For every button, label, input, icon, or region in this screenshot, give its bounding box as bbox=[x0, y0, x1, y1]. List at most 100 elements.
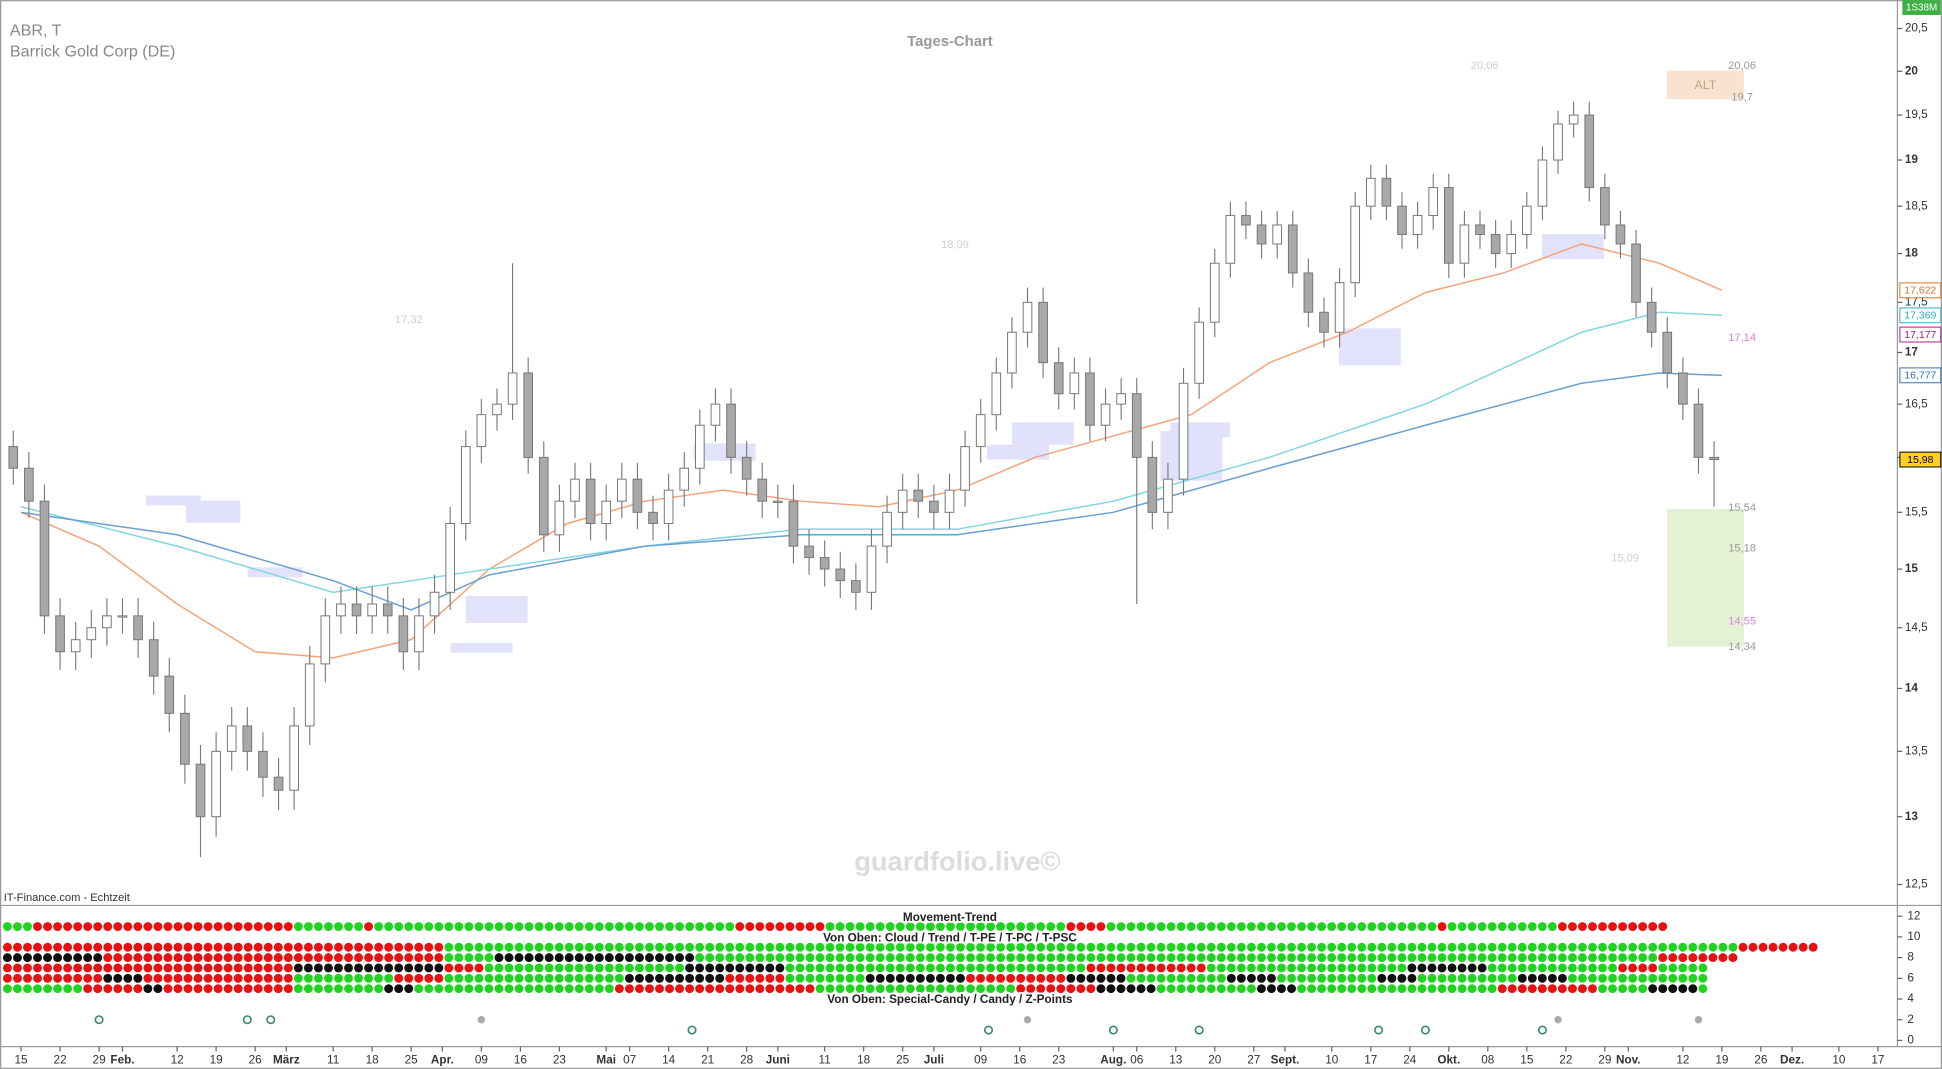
state-dot bbox=[73, 973, 83, 983]
state-dot bbox=[1086, 984, 1096, 994]
price-label: 17,369 bbox=[1904, 310, 1936, 322]
state-dot bbox=[494, 973, 504, 983]
state-dot bbox=[1267, 953, 1276, 963]
state-dot bbox=[2, 963, 12, 973]
state-dot bbox=[1307, 973, 1317, 983]
x-tick-label: März bbox=[273, 1053, 300, 1066]
state-dot bbox=[1026, 973, 1036, 983]
state-dot bbox=[484, 942, 494, 952]
state-dot bbox=[474, 984, 484, 994]
state-dot bbox=[544, 984, 554, 994]
candle-body bbox=[70, 639, 81, 653]
state-dot bbox=[504, 953, 514, 963]
state-dot bbox=[1176, 984, 1186, 994]
state-dot bbox=[1256, 922, 1266, 932]
state-dot bbox=[855, 942, 865, 952]
candle-body bbox=[195, 763, 206, 818]
state-dot bbox=[1256, 942, 1266, 952]
state-dot bbox=[293, 984, 303, 994]
state-dot bbox=[655, 963, 664, 973]
state-dot bbox=[695, 963, 705, 973]
candle-body bbox=[1537, 159, 1548, 207]
state-dot bbox=[956, 922, 965, 932]
candle-body bbox=[1350, 205, 1361, 284]
state-dot bbox=[865, 942, 875, 952]
state-dot bbox=[845, 922, 855, 932]
candle-body bbox=[632, 478, 643, 513]
x-tick-label: 12 bbox=[1676, 1053, 1689, 1066]
state-dot bbox=[374, 922, 384, 932]
indicator-y-tick-label: 12 bbox=[1907, 909, 1920, 922]
state-dot bbox=[203, 942, 213, 952]
state-dot bbox=[444, 953, 454, 963]
state-dot bbox=[675, 973, 685, 983]
state-dot bbox=[1738, 942, 1748, 952]
state-dot bbox=[1226, 973, 1236, 983]
state-dot bbox=[1176, 973, 1186, 983]
state-dot bbox=[1136, 922, 1146, 932]
candle-body bbox=[1272, 224, 1282, 245]
state-dot bbox=[1226, 963, 1236, 973]
y-tick-label: 18,5 bbox=[1905, 199, 1928, 212]
candle-body bbox=[819, 557, 830, 570]
state-dot bbox=[715, 984, 725, 994]
state-dot bbox=[675, 963, 685, 973]
state-dot bbox=[173, 953, 183, 963]
state-dot bbox=[564, 942, 574, 952]
state-dot bbox=[514, 953, 524, 963]
x-tick-label: 16 bbox=[514, 1053, 528, 1066]
state-dot bbox=[1206, 963, 1216, 973]
state-dot bbox=[594, 953, 604, 963]
x-tick-label: Juli bbox=[924, 1053, 944, 1066]
state-dot bbox=[1226, 984, 1236, 994]
state-dot bbox=[1036, 973, 1046, 983]
state-dot bbox=[745, 942, 755, 952]
badge bbox=[1902, 0, 1941, 15]
state-dot bbox=[63, 963, 73, 973]
state-dot bbox=[193, 973, 203, 983]
state-dot bbox=[53, 963, 63, 973]
target-zone bbox=[1667, 509, 1744, 647]
zone bbox=[247, 567, 303, 578]
state-dot bbox=[1698, 984, 1708, 994]
state-dot bbox=[986, 942, 996, 952]
state-dot bbox=[1447, 922, 1457, 932]
state-dot bbox=[1577, 953, 1587, 963]
state-dot bbox=[1206, 953, 1216, 963]
state-dot bbox=[1106, 942, 1116, 952]
state-dot bbox=[374, 942, 384, 952]
state-dot bbox=[1688, 963, 1698, 973]
state-dot bbox=[163, 963, 173, 973]
state-dot bbox=[263, 953, 273, 963]
state-dot bbox=[996, 984, 1006, 994]
state-dot bbox=[765, 963, 775, 973]
state-dot bbox=[624, 984, 634, 994]
state-dot bbox=[283, 922, 293, 932]
state-dot bbox=[865, 973, 875, 983]
state-dot bbox=[83, 963, 93, 973]
z-point bbox=[1194, 1025, 1204, 1035]
price-label-box bbox=[1899, 307, 1942, 324]
candle-body bbox=[601, 500, 612, 525]
state-dot bbox=[534, 984, 544, 994]
state-dot bbox=[494, 953, 504, 963]
state-dot bbox=[614, 963, 624, 973]
state-dot bbox=[574, 922, 584, 932]
state-dot bbox=[183, 973, 193, 983]
state-dot bbox=[313, 922, 323, 932]
state-dot bbox=[263, 984, 273, 994]
state-dot bbox=[715, 922, 725, 932]
state-dot bbox=[1046, 922, 1056, 932]
state-dot bbox=[1557, 973, 1567, 983]
state-dot bbox=[323, 973, 333, 983]
state-dot bbox=[1267, 922, 1276, 932]
state-dot bbox=[414, 963, 424, 973]
state-dot bbox=[1377, 953, 1387, 963]
state-dot bbox=[1156, 942, 1166, 952]
price-label: 17,622 bbox=[1904, 285, 1936, 297]
state-dot bbox=[143, 984, 153, 994]
y-tick-label: 20 bbox=[1905, 64, 1919, 77]
state-dot bbox=[283, 973, 293, 983]
state-dot bbox=[183, 922, 193, 932]
state-dot bbox=[956, 963, 965, 973]
